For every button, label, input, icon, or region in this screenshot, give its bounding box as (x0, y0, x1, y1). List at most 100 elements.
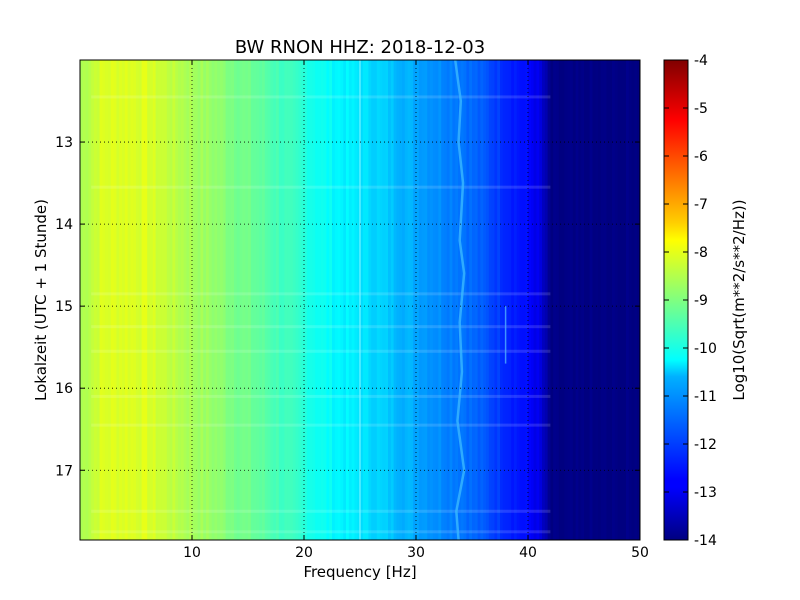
spectrogram-band (85, 60, 89, 540)
spectrogram-band (572, 60, 577, 540)
spectrogram-band (561, 60, 565, 540)
colorbar-tick-label: -13 (694, 485, 717, 501)
spectrogram-band (256, 60, 260, 540)
spectrogram-band (119, 60, 123, 540)
spectrogram-band (600, 60, 605, 540)
y-axis-label: Lokalzeit (UTC + 1 Stunde) (32, 199, 50, 401)
spectrogram (80, 60, 640, 540)
spectrogram-band (348, 60, 353, 540)
spectrogram-band (525, 60, 529, 540)
spectrogram-band (278, 60, 283, 540)
spectrogram-band (452, 60, 456, 540)
spectrogram-band (494, 60, 498, 540)
spectrogram-band (528, 60, 532, 540)
colorbar-tick-label: -8 (694, 245, 708, 261)
spectrogram-band (329, 60, 333, 540)
spectrogram-band (127, 60, 131, 540)
spectrogram-band (500, 60, 504, 540)
spectrogram-band (113, 60, 117, 540)
grid-lines (80, 60, 640, 540)
colorbar-tick-label: -5 (694, 101, 708, 117)
spectrogram-band (497, 60, 501, 540)
colorbar-tick-label: -7 (694, 197, 708, 213)
spectrogram-band (228, 60, 232, 540)
spectrogram-band (290, 60, 294, 540)
spectrogram-band (242, 60, 246, 540)
spectrogram-band (301, 60, 305, 540)
spectrogram-band (539, 60, 543, 540)
spectrogram-band (407, 60, 411, 540)
spectrogram-band (239, 60, 243, 540)
spectrogram-band (346, 60, 350, 540)
spectrogram-band (620, 60, 624, 540)
colorbar-tick-label: -14 (694, 533, 717, 549)
spectrogram-band (326, 60, 330, 540)
y-tick-label: 16 (55, 381, 73, 397)
spectrogram-band (466, 60, 470, 540)
spectrogram-band (486, 60, 490, 540)
spectrogram-band (80, 60, 84, 540)
spectrogram-band (357, 60, 361, 540)
spectrogram-band (628, 60, 633, 540)
spectrogram-band (211, 60, 215, 540)
spectrogram-band (99, 60, 103, 540)
spectrogram-band (603, 60, 607, 540)
spectrogram-band (522, 60, 526, 540)
spectrogram-band (371, 60, 375, 540)
spectrogram-band (267, 60, 271, 540)
spectrogram-band (578, 60, 582, 540)
spectrogram-band (586, 60, 591, 540)
spectrogram-band (292, 60, 297, 540)
spectrogram-band (606, 60, 610, 540)
spectrogram-band (343, 60, 347, 540)
y-tick-label: 13 (55, 135, 73, 151)
spectrogram-band (385, 60, 389, 540)
spectrogram-band (376, 60, 381, 540)
spectrogram-band (550, 60, 554, 540)
spectrogram-band (155, 60, 159, 540)
spectrogram-band (623, 60, 627, 540)
plot-frame (79, 59, 641, 541)
spectrogram-band (225, 60, 229, 540)
broadband-event (91, 530, 551, 534)
spectrogram-band (374, 60, 378, 540)
spectrogram-band (259, 60, 263, 540)
spectrogram-band (544, 60, 549, 540)
spectrogram-band (194, 60, 199, 540)
broadband-event (91, 349, 551, 353)
spectrogram-band (150, 60, 154, 540)
spectrogram-band (315, 60, 319, 540)
spectrogram-band (332, 60, 336, 540)
spectrogram-band (502, 60, 507, 540)
spectrogram-band (511, 60, 515, 540)
spectrogram-band (203, 60, 207, 540)
spectrogram-band (474, 60, 479, 540)
spectrogram-band (178, 60, 182, 540)
spectrogram-band (337, 60, 341, 540)
spectrogram-band (631, 60, 635, 540)
spectrogram-band (404, 60, 409, 540)
spectrogram-band (614, 60, 619, 540)
spectrogram-band (396, 60, 400, 540)
spectrogram-band (186, 60, 190, 540)
spectrogram-band (416, 60, 420, 540)
spectrogram-band (508, 60, 512, 540)
x-tick-label: 50 (631, 545, 649, 561)
spectrogram-band (558, 60, 563, 540)
spectrogram-band (295, 60, 299, 540)
spectrogram-band (248, 60, 252, 540)
spectrogram-band (402, 60, 406, 540)
spectrogram-band (105, 60, 109, 540)
spectrogram-band (455, 60, 459, 540)
spectrogram-band (533, 60, 537, 540)
spectrogram-band (102, 60, 106, 540)
spectrogram-band (536, 60, 540, 540)
spectrogram-band (530, 60, 535, 540)
spectrogram-band (334, 60, 339, 540)
spectrogram-band (281, 60, 285, 540)
spectrogram-band (360, 60, 364, 540)
spectrogram-band (253, 60, 257, 540)
chart-title: BW RNON HHZ: 2018-12-03 (235, 37, 485, 58)
spectrogram-band (306, 60, 311, 540)
